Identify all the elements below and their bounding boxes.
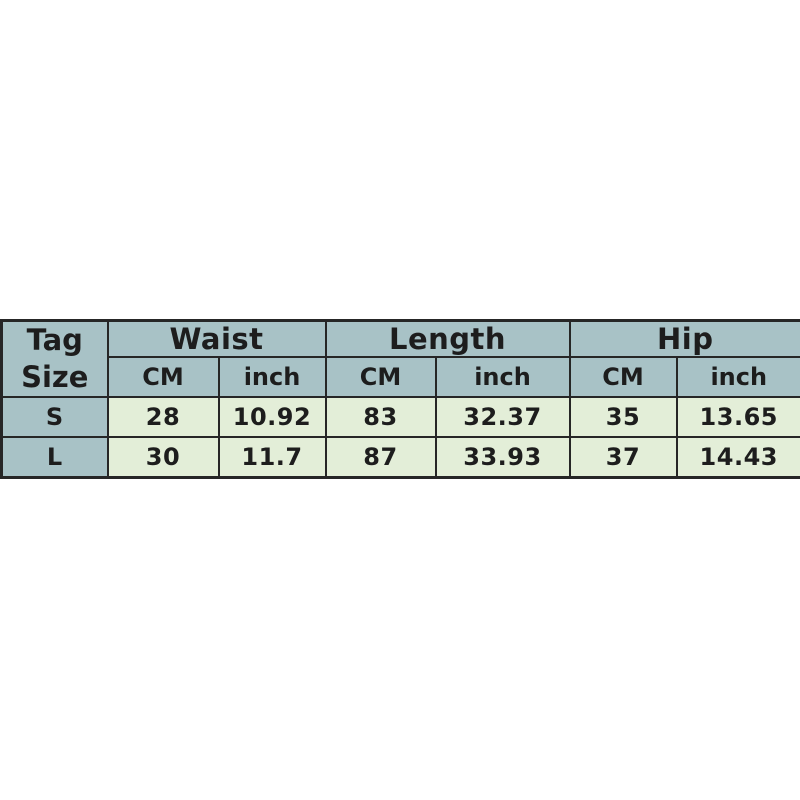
corner-header-cell: Tag Size xyxy=(0,319,109,398)
cell-l-waist-inch: 11.7 xyxy=(217,436,327,478)
cell-s-length-cm: 83 xyxy=(324,396,437,438)
cell-s-length-inch: 32.37 xyxy=(434,396,571,438)
group-header-row: Tag Size Waist Length Hip xyxy=(0,319,800,398)
cell-s-waist-inch: 10.92 xyxy=(217,396,327,438)
unit-header-hip-cm: CM xyxy=(568,356,678,398)
cell-l-hip-cm: 37 xyxy=(568,436,678,478)
cell-l-length-cm: 87 xyxy=(324,436,437,478)
row-l-size-label: L xyxy=(0,436,109,478)
unit-header-waist-inch: inch xyxy=(217,356,327,398)
size-chart-container: Tag Size Waist Length Hip CM inch CM inc… xyxy=(0,319,800,479)
unit-header-waist-cm: CM xyxy=(106,356,220,398)
cell-s-hip-cm: 35 xyxy=(568,396,678,438)
cell-l-length-inch: 33.93 xyxy=(434,436,571,478)
cell-l-hip-inch: 14.43 xyxy=(675,436,800,478)
group-header-length: Length xyxy=(324,319,571,359)
size-chart-table: Tag Size Waist Length Hip CM inch CM inc… xyxy=(0,319,800,479)
cell-l-waist-cm: 30 xyxy=(106,436,220,478)
unit-header-hip-inch: inch xyxy=(675,356,800,398)
unit-header-length-inch: inch xyxy=(434,356,571,398)
cell-s-hip-inch: 13.65 xyxy=(675,396,800,438)
group-header-hip: Hip xyxy=(568,319,800,359)
group-header-waist: Waist xyxy=(106,319,327,359)
table-row-size-l: L 30 11.7 87 33.93 37 14.43 xyxy=(0,436,800,478)
unit-header-length-cm: CM xyxy=(324,356,437,398)
row-s-size-label: S xyxy=(0,396,109,438)
unit-header-row: CM inch CM inch CM inch xyxy=(2,356,800,398)
table-row-size-s: S 28 10.92 83 32.37 35 13.65 xyxy=(0,396,800,438)
corner-header-line2: Size xyxy=(21,360,89,394)
corner-header-line1: Tag xyxy=(26,323,83,357)
cell-s-waist-cm: 28 xyxy=(106,396,220,438)
